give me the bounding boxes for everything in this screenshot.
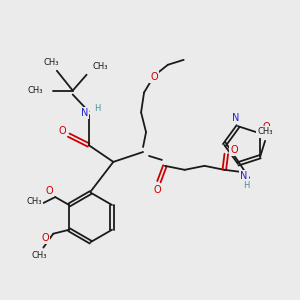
Text: O: O: [262, 122, 270, 133]
Text: O: O: [58, 126, 66, 136]
Text: CH₃: CH₃: [257, 128, 273, 136]
Text: N: N: [81, 108, 88, 118]
Text: N: N: [240, 171, 248, 181]
Text: N: N: [232, 113, 240, 123]
Text: H: H: [243, 181, 249, 190]
Text: O: O: [41, 233, 49, 243]
Text: H: H: [94, 104, 101, 113]
Text: CH₃: CH₃: [92, 62, 108, 71]
Text: CH₃: CH₃: [32, 251, 47, 260]
Text: CH₃: CH₃: [27, 196, 42, 206]
Text: CH₃: CH₃: [43, 58, 59, 67]
Text: CH₃: CH₃: [28, 86, 43, 95]
Text: O: O: [150, 72, 158, 82]
Text: O: O: [46, 186, 53, 196]
Text: O: O: [153, 184, 161, 195]
Text: O: O: [230, 145, 238, 155]
